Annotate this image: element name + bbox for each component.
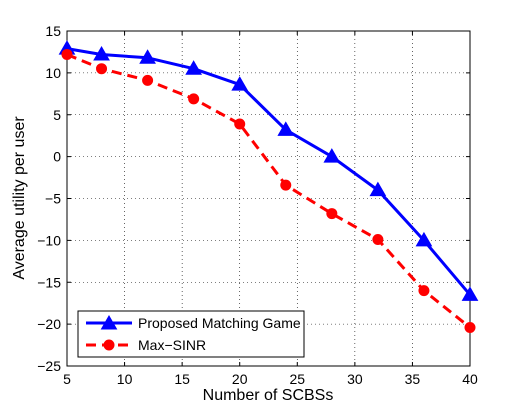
- legend-marker-triangle: [100, 314, 118, 330]
- y-tick-label: −25: [37, 358, 61, 374]
- plot-area: [67, 31, 470, 366]
- x-tick-label: 30: [347, 371, 363, 387]
- data-point-circle: [96, 63, 108, 75]
- data-point-circle: [188, 93, 200, 105]
- data-point-circle: [280, 179, 292, 191]
- x-tick-label: 25: [289, 371, 305, 387]
- legend-box: [77, 310, 305, 358]
- y-axis-label: Average utility per user: [11, 116, 28, 280]
- x-axis-label: Number of SCBSs: [203, 387, 334, 404]
- data-point-triangle: [185, 60, 203, 75]
- y-tick-label: 5: [53, 107, 61, 123]
- y-tick-labels: 15 10 5 0 −5 −10 −15 −20 −25: [37, 23, 61, 374]
- data-point-triangle: [415, 231, 433, 247]
- data-point-triangle: [323, 148, 341, 163]
- y-tick-label: 10: [45, 65, 61, 81]
- y-tick-label: −10: [37, 232, 61, 248]
- y-tick-label: 15: [45, 23, 61, 39]
- x-tick-label: 15: [174, 371, 190, 387]
- x-tick-labels: 5 10 15 20 25 30 35 40: [63, 371, 478, 387]
- series-layer: [58, 40, 479, 333]
- data-point-triangle: [93, 45, 110, 61]
- x-tick-label: 35: [405, 371, 421, 387]
- data-point-circle: [372, 234, 384, 246]
- legend: Proposed Matching Game Max−SINR: [77, 310, 305, 358]
- legend-label-proposed: Proposed Matching Game: [138, 315, 301, 331]
- x-tick-label: 5: [63, 371, 71, 387]
- series-line-2: [66, 53, 471, 329]
- x-tick-label: 40: [462, 371, 478, 387]
- data-point-circle: [326, 208, 338, 220]
- legend-label-maxsinr: Max−SINR: [138, 337, 206, 353]
- data-point-circle: [61, 48, 73, 60]
- data-point-circle: [464, 321, 476, 333]
- plot-frame: [66, 30, 471, 367]
- y-tick-label: −15: [37, 274, 61, 290]
- y-tick-label: −5: [45, 191, 61, 207]
- data-point-triangle: [461, 286, 479, 301]
- data-point-triangle: [231, 76, 249, 91]
- data-point-circle: [234, 118, 246, 130]
- legend-marker-circle: [103, 339, 115, 351]
- data-point-circle: [142, 74, 154, 86]
- data-point-triangle: [369, 181, 387, 197]
- data-point-triangle: [139, 49, 156, 64]
- series-line-1: [66, 47, 472, 296]
- x-tick-label: 10: [117, 371, 133, 387]
- y-tick-label: 0: [53, 149, 61, 165]
- data-point-circle: [418, 285, 430, 297]
- y-tick-label: −20: [37, 316, 61, 332]
- x-tick-label: 20: [232, 371, 248, 387]
- data-point-triangle: [277, 121, 295, 136]
